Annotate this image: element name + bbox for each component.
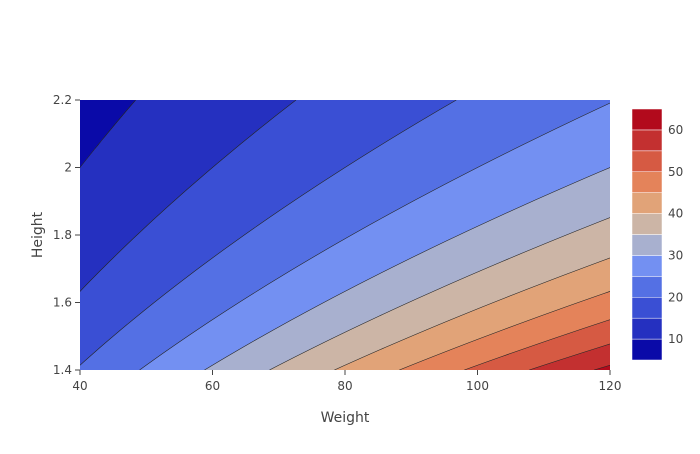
x-tick-label: 80 bbox=[337, 379, 352, 393]
colorbar-swatch bbox=[632, 276, 662, 297]
colorbar-swatch bbox=[632, 255, 662, 276]
x-tick-label: 40 bbox=[72, 379, 87, 393]
x-axis: 40 60 80 100 120 bbox=[72, 370, 621, 393]
y-axis-label: Height bbox=[30, 211, 46, 258]
colorbar-swatch bbox=[632, 297, 662, 318]
colorbar-tick-label: 10 bbox=[668, 332, 683, 346]
x-tick-label: 120 bbox=[599, 379, 622, 393]
colorbar-swatch bbox=[632, 151, 662, 172]
colorbar-swatch bbox=[632, 109, 662, 130]
x-axis-label: Weight bbox=[321, 410, 370, 426]
colorbar-swatch bbox=[632, 172, 662, 193]
colorbar-swatch bbox=[632, 339, 662, 360]
y-tick-label: 1.8 bbox=[53, 228, 72, 242]
colorbar-swatch bbox=[632, 214, 662, 235]
colorbar-tick-label: 20 bbox=[668, 290, 683, 304]
colorbar: 10 20 30 40 50 60 bbox=[632, 109, 683, 360]
colorbar-tick-label: 50 bbox=[668, 165, 683, 179]
x-tick-label: 60 bbox=[205, 379, 220, 393]
colorbar-tick-label: 60 bbox=[668, 123, 683, 137]
colorbar-swatch bbox=[632, 318, 662, 339]
plot-area bbox=[0, 100, 700, 370]
y-axis: 1.4 1.6 1.8 2 2.2 bbox=[53, 93, 80, 377]
y-tick-label: 2.2 bbox=[53, 93, 72, 107]
colorbar-swatch bbox=[632, 130, 662, 151]
y-tick-label: 1.4 bbox=[53, 363, 72, 377]
colorbar-swatch bbox=[632, 235, 662, 256]
colorbar-tick-label: 40 bbox=[668, 207, 683, 221]
y-tick-label: 1.6 bbox=[53, 296, 72, 310]
colorbar-tick-label: 30 bbox=[668, 248, 683, 262]
x-tick-label: 100 bbox=[466, 379, 489, 393]
y-tick-label: 2 bbox=[64, 161, 72, 175]
colorbar-swatch bbox=[632, 193, 662, 214]
